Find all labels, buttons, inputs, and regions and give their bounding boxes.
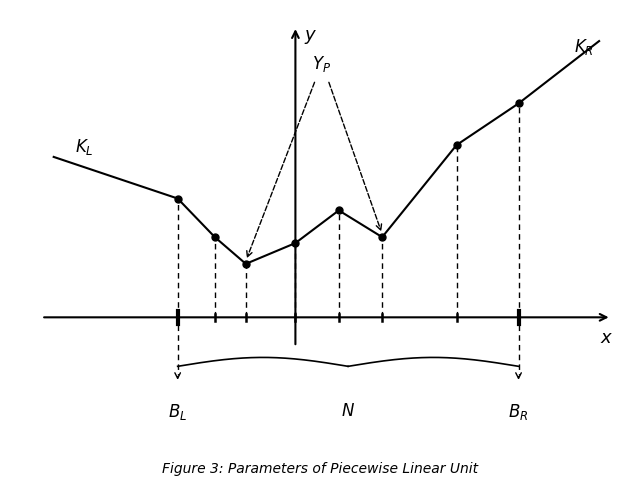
Text: $Y_P$: $Y_P$ [312,54,332,74]
Text: $K_R$: $K_R$ [573,37,593,57]
Text: $K_L$: $K_L$ [76,137,94,156]
Text: x: x [600,329,611,347]
Text: $B_R$: $B_R$ [508,402,529,422]
Text: $N$: $N$ [341,402,355,420]
Text: $B_L$: $B_L$ [168,402,188,422]
Text: y: y [305,26,316,44]
Text: Figure 3: Parameters of Piecewise Linear Unit: Figure 3: Parameters of Piecewise Linear… [162,462,478,476]
